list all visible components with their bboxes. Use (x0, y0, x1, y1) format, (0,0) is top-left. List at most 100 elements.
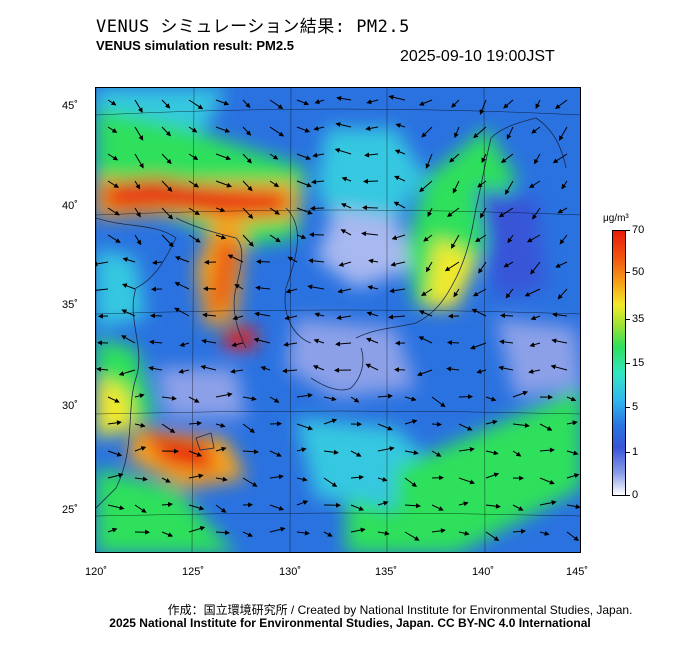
wind-arrow (535, 99, 541, 110)
wind-arrow (404, 450, 419, 456)
wind-arrow (507, 234, 514, 244)
wind-arrow (215, 153, 232, 161)
wind-arrow (533, 153, 541, 165)
wind-arrow (458, 394, 473, 400)
wind-arrow (539, 447, 555, 453)
wind-arrow (253, 337, 271, 344)
wind-arrow (269, 153, 279, 160)
wind-arrow (309, 232, 325, 238)
wind-arrow (96, 261, 109, 267)
wind-arrow (188, 234, 201, 243)
wind-arrow (188, 126, 198, 133)
wind-arrow (453, 288, 460, 298)
wind-arrow (388, 314, 406, 320)
wind-arrow (458, 530, 470, 536)
wind-arrow (431, 396, 446, 408)
wind-arrow (215, 476, 228, 482)
wind-arrow (473, 126, 487, 139)
wind-arrow (552, 312, 568, 318)
wind-arrow (512, 422, 530, 428)
wind-arrow (481, 153, 487, 164)
wind-arrow (107, 527, 118, 533)
wind-arrow (485, 472, 500, 479)
wind-arrow (365, 363, 379, 371)
wind-arrow (269, 526, 286, 533)
wind-arrow (296, 207, 313, 215)
wind-arrow (390, 261, 406, 267)
wind-arrow (394, 175, 406, 182)
wind-arrow (307, 284, 325, 290)
wind-arrow (314, 99, 325, 104)
lon-label-135: 135˚ (375, 566, 398, 578)
wind-arrow (215, 504, 227, 513)
wind-arrow (215, 392, 233, 398)
wind-arrow (499, 339, 514, 345)
wind-arrow (174, 307, 190, 317)
wind-arrow (539, 423, 553, 431)
wind-arrow (559, 126, 568, 141)
wind-arrow (362, 205, 379, 211)
wind-arrow (242, 477, 258, 487)
wind-arrow (312, 365, 325, 371)
wind-arrow (566, 473, 580, 479)
wind-arrow (512, 528, 526, 534)
wind-arrow (242, 396, 257, 402)
colorbar-tick (625, 495, 630, 496)
wind-arrow (377, 423, 393, 431)
wind-arrow (389, 288, 406, 294)
timestamp: 2025-09-10 19:00JST (400, 48, 555, 65)
wind-arrow (178, 368, 190, 374)
wind-arrow (269, 450, 282, 457)
wind-arrow (313, 338, 325, 344)
lat-label-30: 30˚ (62, 400, 78, 412)
wind-vectors (96, 94, 580, 541)
wind-arrow (418, 99, 433, 106)
wind-arrow (404, 396, 417, 402)
lon-label-130: 130˚ (279, 566, 302, 578)
wind-arrow (296, 99, 310, 106)
wind-arrow (550, 364, 568, 371)
wind-arrow (452, 180, 460, 194)
wind-arrow (269, 234, 281, 243)
colorbar-label-0: 0 (632, 489, 639, 501)
wind-arrow (285, 288, 298, 294)
wind-arrow (505, 288, 514, 299)
wind-arrow (313, 126, 325, 131)
wind-arrow (174, 282, 190, 290)
wind-arrow (242, 153, 252, 164)
wind-arrow (242, 449, 259, 455)
wind-arrow (365, 337, 379, 344)
wind-arrow (134, 153, 144, 169)
colorbar-unit: μg/m³ (603, 213, 629, 224)
wind-arrow (350, 450, 362, 457)
wind-arrow (539, 477, 555, 485)
wind-arrow (107, 450, 123, 457)
wind-arrow (107, 153, 119, 161)
wind-arrow (458, 446, 475, 452)
wind-arrow (215, 126, 231, 133)
wind-arrow (478, 261, 487, 274)
wind-arrow (215, 422, 226, 428)
wind-arrow (161, 395, 177, 401)
wind-arrow (215, 180, 232, 188)
wind-arrow (528, 369, 541, 374)
wind-arrow (393, 201, 406, 209)
wind-arrow (201, 338, 217, 344)
wind-arrow (134, 393, 145, 399)
wind-arrow (485, 396, 497, 402)
wind-arrow (200, 364, 217, 371)
wind-arrow (148, 365, 163, 371)
wind-arrow (188, 504, 205, 511)
wind-arrow (188, 180, 200, 188)
wind-arrow (234, 284, 244, 290)
wind-arrow (107, 99, 117, 106)
wind-arrow (531, 126, 541, 134)
wind-arrow (377, 476, 388, 482)
map-canvas (96, 88, 580, 552)
wind-arrow (96, 287, 109, 293)
wind-arrow (539, 500, 557, 506)
wind-arrow (134, 504, 147, 513)
wind-arrow (425, 153, 433, 169)
wind-arrow (470, 342, 487, 350)
colorbar-tick (625, 272, 630, 273)
